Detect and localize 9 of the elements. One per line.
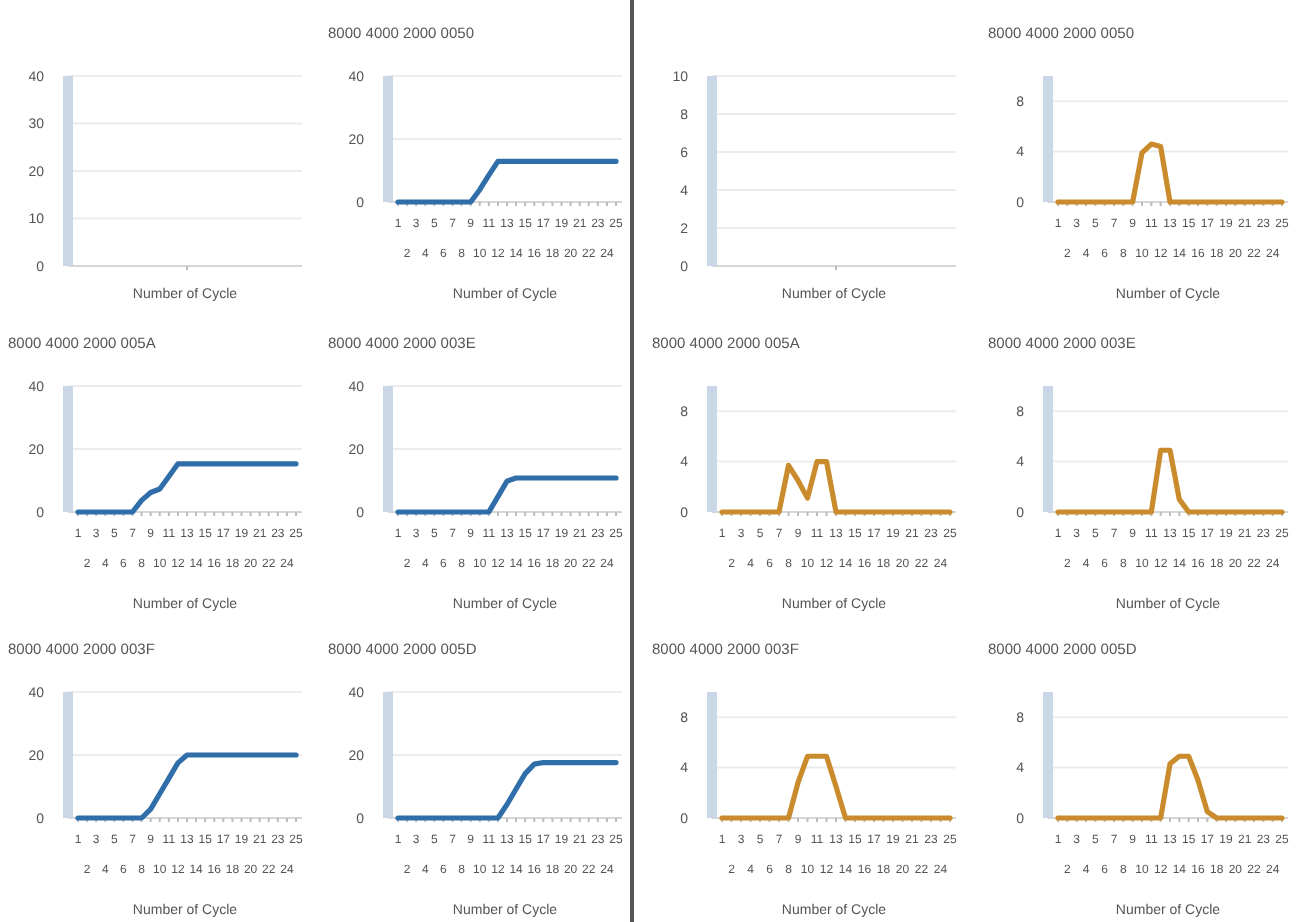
line-series [395,475,619,515]
line-series [1055,141,1285,205]
line-series [395,158,619,205]
line-series [75,461,299,515]
line-series [1055,753,1285,821]
line-series [395,759,619,821]
line-series [719,753,953,821]
line-series [719,459,953,515]
line-series [75,752,299,821]
